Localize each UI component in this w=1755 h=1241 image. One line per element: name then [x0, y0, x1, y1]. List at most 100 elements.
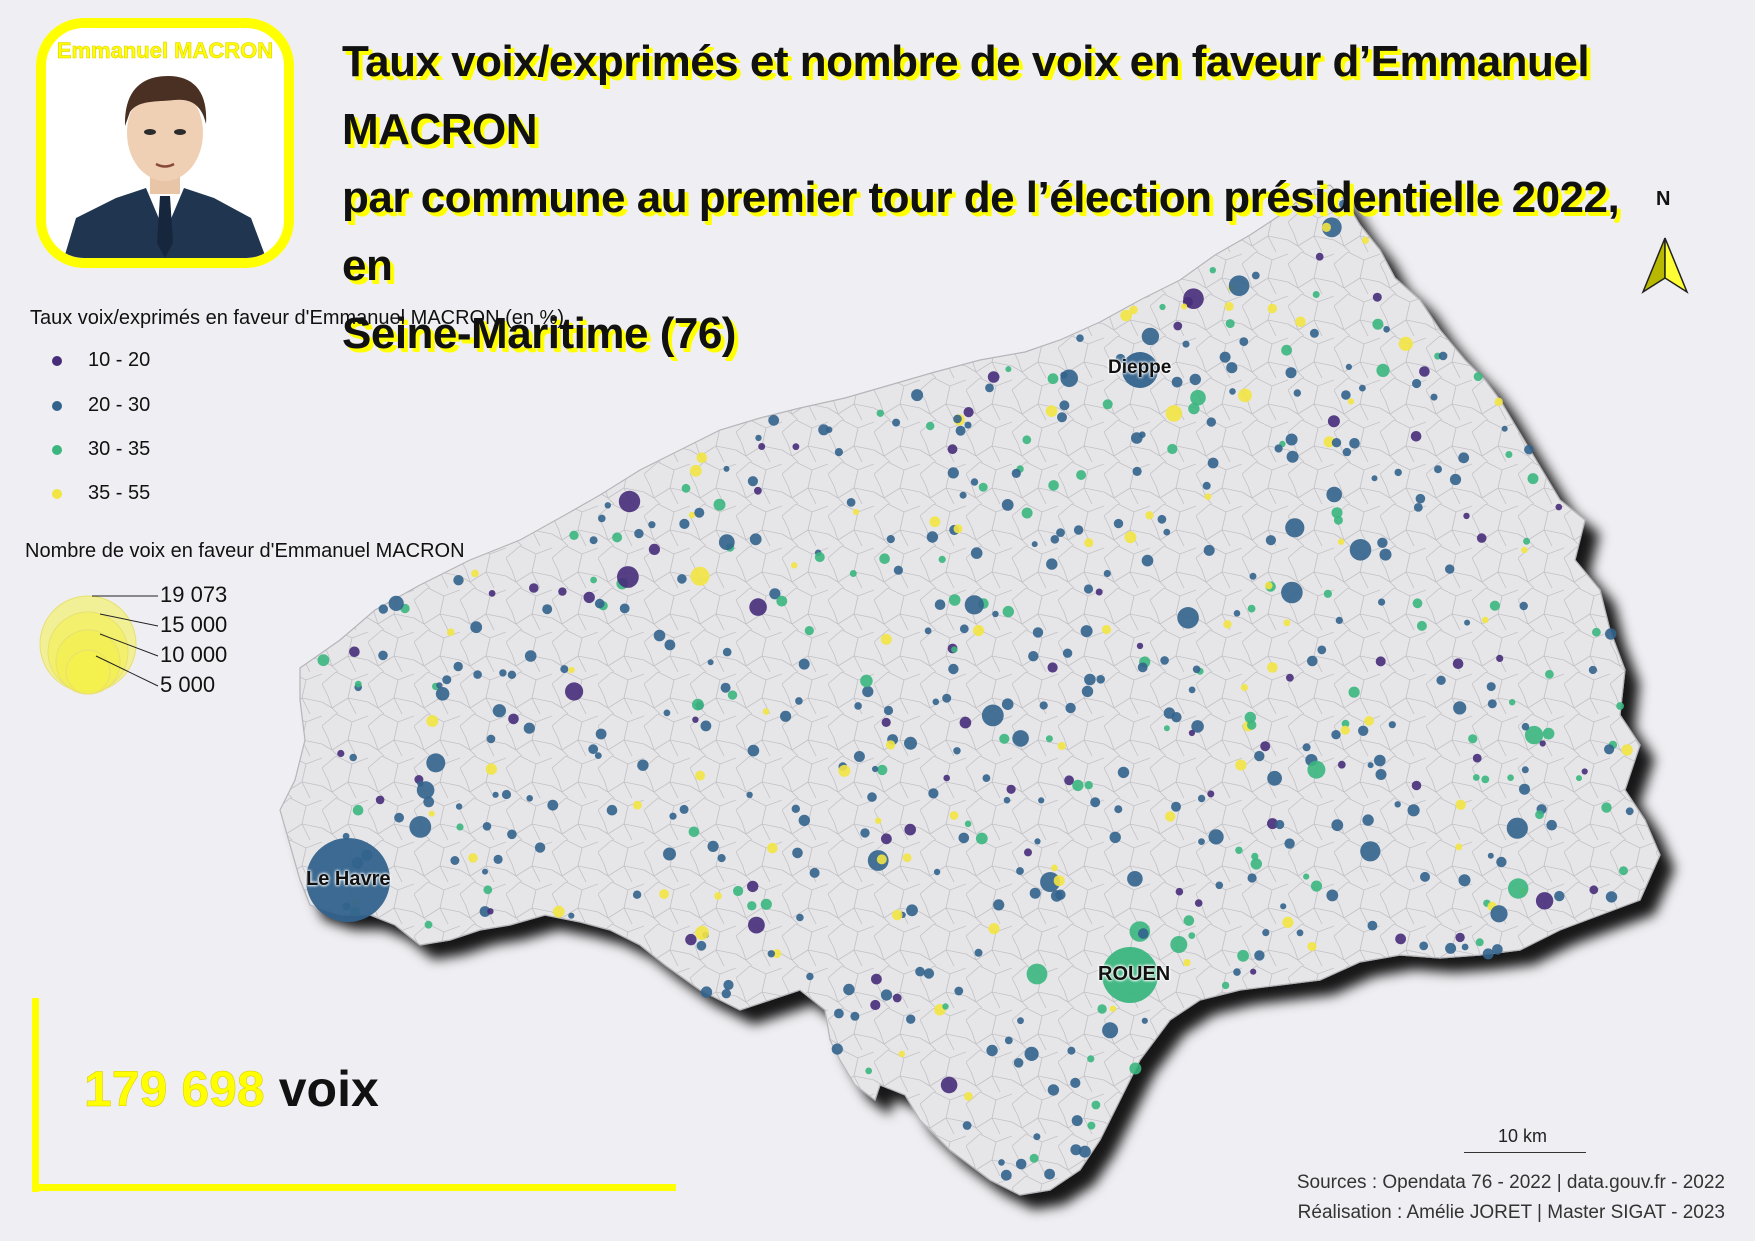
commune-symbol — [1254, 750, 1265, 762]
commune-symbol — [1170, 936, 1188, 953]
commune-symbol — [1383, 326, 1390, 333]
commune-symbol — [1173, 321, 1183, 331]
commune-symbol — [690, 566, 710, 586]
commune-symbol — [1011, 468, 1021, 478]
commune-symbol — [1040, 872, 1061, 892]
commune-symbol — [1223, 620, 1232, 629]
commune-symbol — [792, 847, 803, 859]
commune-symbol — [1521, 722, 1530, 731]
commune-symbol — [1315, 252, 1324, 261]
commune-symbol — [1285, 433, 1298, 446]
commune-symbol — [760, 898, 772, 910]
commune-symbol — [942, 1003, 949, 1010]
commune-symbol — [1039, 701, 1048, 710]
commune-symbol — [523, 722, 535, 734]
commune-symbol — [1375, 769, 1387, 780]
commune-symbol — [1621, 744, 1633, 756]
commune-symbol — [942, 693, 952, 703]
commune-symbol — [1458, 874, 1471, 887]
commune-symbol — [695, 925, 709, 940]
commune-symbol — [1045, 735, 1053, 743]
commune-symbol — [473, 670, 482, 679]
commune-symbol — [1070, 1144, 1082, 1156]
commune-symbol — [1044, 1168, 1055, 1180]
commune-symbol — [485, 763, 498, 775]
commune-symbol — [1588, 665, 1597, 675]
commune-symbol — [1323, 589, 1332, 598]
size-legend-label-19073: 19 073 — [160, 582, 228, 607]
commune-symbol — [1065, 702, 1076, 714]
commune-symbol — [1091, 1100, 1101, 1110]
commune-symbol — [1181, 303, 1188, 310]
commune-symbol — [852, 508, 860, 516]
commune-symbol — [606, 804, 618, 816]
commune-symbol — [337, 749, 345, 758]
commune-symbol — [928, 788, 939, 799]
commune-symbol — [723, 979, 734, 991]
commune-symbol — [722, 647, 732, 657]
commune-symbol — [1377, 537, 1388, 548]
commune-symbol — [1001, 698, 1014, 710]
commune-symbol — [755, 434, 762, 442]
commune-symbol — [806, 972, 814, 981]
commune-symbol — [1411, 780, 1422, 791]
commune-symbol — [633, 800, 642, 810]
commune-symbol — [1182, 340, 1190, 348]
size-legend-label-5000: 5 000 — [160, 672, 216, 697]
commune-symbol — [1221, 981, 1230, 990]
commune-symbol — [1321, 222, 1331, 232]
commune-symbol — [1017, 1017, 1024, 1025]
commune-symbol — [948, 663, 959, 675]
commune-symbol — [507, 829, 517, 840]
commune-symbol — [1038, 797, 1045, 804]
commune-symbol — [1453, 701, 1467, 715]
commune-symbol — [1067, 1046, 1076, 1055]
commune-symbol — [1592, 627, 1601, 637]
commune-symbol — [598, 514, 606, 523]
rate-legend-swatch — [52, 488, 62, 499]
commune-symbol — [1430, 393, 1438, 401]
commune-symbol — [1489, 600, 1500, 611]
commune-symbol — [1015, 1158, 1027, 1170]
commune-symbol — [1475, 938, 1484, 947]
commune-symbol — [747, 880, 759, 893]
commune-symbol — [1136, 642, 1144, 650]
commune-symbol — [749, 533, 762, 546]
commune-symbol — [1331, 819, 1344, 832]
commune-symbol — [1267, 770, 1282, 786]
commune-symbol — [1013, 1058, 1024, 1068]
commune-symbol — [1059, 400, 1070, 411]
commune-symbol — [560, 665, 569, 674]
commune-symbol — [749, 598, 767, 616]
commune-symbol — [713, 498, 726, 511]
commune-symbol — [1071, 1115, 1083, 1127]
commune-symbol — [375, 795, 385, 805]
commune-symbol — [618, 490, 641, 513]
commune-symbol — [892, 909, 903, 921]
commune-symbol — [426, 715, 439, 727]
commune-symbol — [798, 658, 810, 670]
commune-symbol — [1047, 1084, 1060, 1096]
commune-symbol — [1001, 499, 1014, 511]
commune-symbol — [1419, 366, 1430, 377]
size-legend-label-15000: 15 000 — [160, 612, 228, 637]
size-legend-circle-5000 — [65, 649, 111, 695]
commune-symbol — [955, 425, 966, 436]
commune-symbol — [1505, 451, 1513, 458]
commune-symbol — [529, 583, 539, 593]
commune-symbol — [1207, 790, 1215, 798]
commune-symbol — [1455, 799, 1466, 810]
commune-symbol — [1285, 518, 1305, 538]
commune-symbol — [1103, 569, 1111, 578]
commune-symbol — [583, 591, 595, 604]
commune-symbol — [762, 708, 770, 715]
commune-symbol — [791, 804, 800, 813]
commune-symbol — [1519, 601, 1528, 611]
commune-symbol — [482, 822, 492, 831]
commune-symbol — [1376, 363, 1390, 377]
commune-symbol — [685, 933, 697, 946]
commune-symbol — [993, 899, 1005, 911]
commune-symbol — [1083, 584, 1094, 594]
commune-symbol — [488, 590, 496, 597]
commune-symbol — [1337, 538, 1345, 545]
